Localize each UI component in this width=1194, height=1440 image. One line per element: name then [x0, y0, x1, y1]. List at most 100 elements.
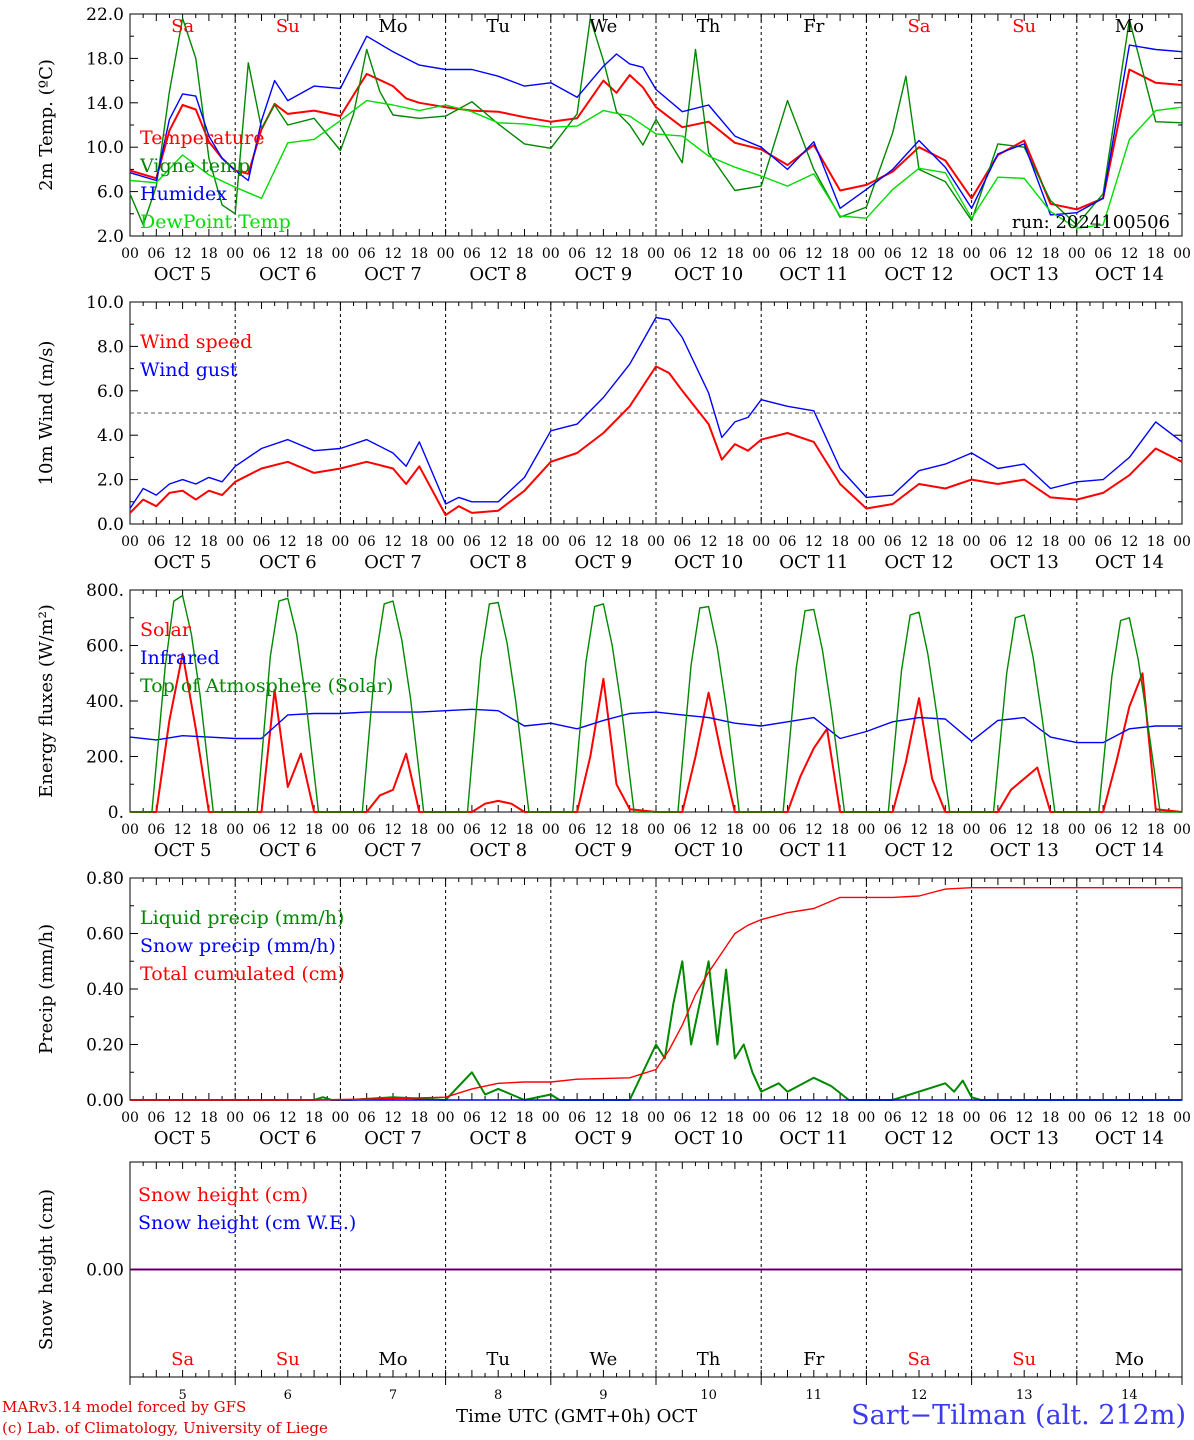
hour-tick-label: 18	[831, 822, 849, 838]
hour-tick-label: 12	[1015, 534, 1033, 550]
hour-tick-label: 00	[437, 822, 455, 838]
hour-tick-label: 00	[226, 534, 244, 550]
hour-tick-label: 06	[1094, 1110, 1112, 1126]
hour-tick-label: 06	[1094, 822, 1112, 838]
hour-tick-label: 12	[384, 246, 402, 262]
y-tick-label: 2.0	[97, 227, 124, 247]
hour-tick-label: 06	[673, 822, 691, 838]
hour-tick-label: 06	[568, 1110, 586, 1126]
hour-tick-label: 00	[752, 246, 770, 262]
hour-tick-label: 06	[673, 1110, 691, 1126]
station-name: Sart−Tilman (alt. 212m)	[851, 1400, 1186, 1431]
panel-1: 2.0 6.0 10.0 14.0 18.0 22.0 2m Temp. (ºC) Tempe…	[36, 5, 1191, 285]
hour-tick-label: 12	[1120, 534, 1138, 550]
hour-tick-label: 06	[989, 1110, 1007, 1126]
legend-entry: Snow precip (mm/h)	[140, 935, 336, 957]
hour-tick-label: 12	[910, 1110, 928, 1126]
hour-tick-label: 18	[1147, 1110, 1165, 1126]
hour-tick-label: 18	[621, 246, 639, 262]
hour-tick-label: 18	[831, 534, 849, 550]
hour-tick-label: 12	[1015, 246, 1033, 262]
hour-tick-label: 06	[463, 534, 481, 550]
hour-tick-label: 12	[1120, 1110, 1138, 1126]
date-label: OCT 8	[469, 1128, 527, 1149]
hour-tick-label: 18	[621, 534, 639, 550]
hour-tick-label: 12	[279, 246, 297, 262]
date-label: OCT 7	[364, 840, 422, 861]
weekday-label: Su	[276, 1349, 300, 1370]
legend-entry: Total cumulated (cm)	[140, 963, 345, 985]
hour-tick-label: 06	[568, 534, 586, 550]
date-label: OCT 14	[1095, 840, 1164, 861]
date-label: OCT 13	[990, 1128, 1059, 1149]
hour-tick-label: 06	[463, 246, 481, 262]
hour-tick-label: 12	[910, 534, 928, 550]
hour-tick-label: 06	[989, 822, 1007, 838]
hour-tick-label: 12	[384, 1110, 402, 1126]
hour-tick-label: 12	[279, 534, 297, 550]
date-label: OCT 11	[779, 552, 848, 573]
legend-entry: Snow height (cm)	[138, 1184, 308, 1206]
hour-tick-label: 00	[437, 1110, 455, 1126]
panel-2: 0.0 2.0 4.0 6.0 8.0 10.0 10m Wind (m/s) Wind sp…	[36, 293, 1191, 573]
hour-tick-label: 18	[831, 1110, 849, 1126]
series-line	[130, 594, 1182, 813]
weekday-label: Su	[276, 16, 300, 37]
legend-entry: Vigne temp	[139, 155, 250, 177]
hour-tick-label: 18	[726, 1110, 744, 1126]
hour-tick-label: 06	[568, 822, 586, 838]
date-label: OCT 7	[364, 552, 422, 573]
hour-tick-label: 12	[594, 1110, 612, 1126]
hour-tick-label: 06	[673, 246, 691, 262]
hour-tick-label: 12	[910, 246, 928, 262]
date-label: OCT 12	[884, 1128, 953, 1149]
hour-tick-label: 18	[831, 246, 849, 262]
weekday-label: Su	[1012, 1349, 1036, 1370]
legend-entry: Infrared	[140, 647, 220, 669]
y-tick-label: 10.0	[86, 293, 124, 313]
day-number-label: 11	[806, 1388, 823, 1403]
series-line	[129, 708, 1182, 744]
day-number-label: 10	[700, 1388, 717, 1403]
y-axis-label: Precip (mm/h)	[36, 924, 57, 1054]
x-axis-title-text: Time UTC (GMT+0h)	[456, 1406, 651, 1427]
hour-tick-label: 18	[200, 534, 218, 550]
date-label: OCT 7	[364, 1128, 422, 1149]
hour-tick-label: 00	[963, 246, 981, 262]
weekday-label: Mo	[378, 16, 407, 37]
legend-entry: Temperature	[140, 127, 264, 149]
hour-tick-label: 12	[594, 822, 612, 838]
panel-5: 0.00 Snow height (cm) Snow height (cm) Snow…	[36, 1161, 1183, 1378]
date-label: OCT 5	[154, 1128, 212, 1149]
series-line	[129, 68, 1183, 211]
x-axis-title: Time UTC (GMT+0h) OCT	[456, 1406, 697, 1427]
hour-tick-label: 00	[857, 534, 875, 550]
hour-tick-label: 12	[489, 1110, 507, 1126]
hour-tick-label: 18	[410, 246, 428, 262]
hour-tick-label: 12	[174, 1110, 192, 1126]
hour-tick-label: 00	[752, 822, 770, 838]
date-label: OCT 14	[1095, 552, 1164, 573]
date-label: OCT 14	[1095, 1128, 1164, 1149]
hour-tick-label: 00	[857, 246, 875, 262]
legend-entry: Humidex	[140, 183, 227, 205]
y-tick-label: 4.0	[97, 426, 124, 446]
hour-tick-label: 12	[594, 246, 612, 262]
legend-entry: Wind speed	[140, 331, 252, 353]
hour-tick-label: 12	[1120, 822, 1138, 838]
hour-tick-label: 06	[358, 822, 376, 838]
hour-tick-label: 12	[805, 534, 823, 550]
y-tick-label: 0.00	[86, 1091, 124, 1111]
weekday-label: Fr	[803, 1349, 824, 1370]
hour-tick-label: 06	[147, 822, 165, 838]
y-tick-label: 600.	[86, 637, 124, 657]
hour-tick-label: 06	[253, 534, 271, 550]
hour-tick-label: 18	[305, 246, 323, 262]
hour-tick-label: 18	[726, 822, 744, 838]
weekday-label: Sa	[171, 16, 194, 37]
y-tick-label: 18.0	[86, 49, 124, 69]
weekday-label: We	[590, 16, 618, 37]
y-tick-label: 800.	[86, 581, 124, 601]
hour-tick-label: 00	[963, 534, 981, 550]
series-line	[129, 99, 1183, 229]
